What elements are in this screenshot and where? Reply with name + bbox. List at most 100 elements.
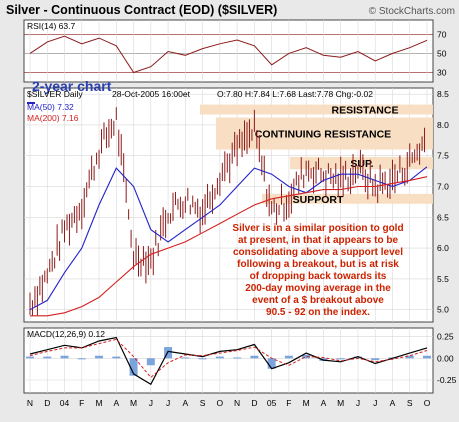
watermark: © StockCharts.com <box>369 6 455 17</box>
x-tick-label: M <box>95 398 102 408</box>
macd-histogram-bar <box>371 358 380 361</box>
price-tick-label: 7.5 <box>437 151 449 161</box>
macd-histogram-bar <box>60 355 69 359</box>
annotation-line: event of a $ breakout above <box>252 295 384 306</box>
macd-histogram-bar <box>405 355 414 359</box>
annotation-line: at present, in that it appears to be <box>238 235 398 246</box>
price-tick-label: 5.5 <box>437 274 449 284</box>
annotation-line: consolidating above a support level <box>233 247 403 258</box>
price-tick-label: 5.0 <box>437 305 449 315</box>
macd-histogram-bar <box>423 355 431 359</box>
macd-histogram-bar <box>112 356 121 359</box>
macd-histogram-bar <box>95 355 104 359</box>
macd-tick-label: 0.00 <box>437 353 454 363</box>
x-tick-label: D <box>44 398 50 408</box>
rsi-tick-label: 70 <box>437 29 447 39</box>
ma50-label: MA(50) 7.32 <box>27 102 74 112</box>
annotation-line: Silver is in a similar position to gold <box>232 223 403 234</box>
rsi-tick-label: 30 <box>437 67 447 77</box>
macd-histogram-bar <box>129 358 138 376</box>
macd-histogram-bar <box>26 356 34 359</box>
price-tick-label: 6.0 <box>437 243 449 253</box>
band-rect <box>290 156 433 170</box>
macd-histogram-bar <box>233 357 242 359</box>
band-label: CONTINUING RESISTANCE <box>255 129 391 141</box>
x-tick-label: A <box>390 398 396 408</box>
price-tick-label: 8.0 <box>437 120 449 130</box>
macd-histogram-bar <box>198 358 207 360</box>
x-tick-label: F <box>79 398 84 408</box>
price-bars <box>29 107 426 316</box>
x-tick-label: A <box>113 398 119 408</box>
x-tick-label: N <box>27 398 33 408</box>
price-tick-label: 8.5 <box>437 89 449 99</box>
period-label: 2-year chart <box>32 78 112 94</box>
rsi-line <box>29 35 428 74</box>
x-tick-label: J <box>356 398 360 408</box>
series-lines <box>29 166 428 317</box>
ma200-label: MA(200) 7.16 <box>27 113 79 123</box>
date-label: 28-Oct-2005 16:00et <box>112 89 191 99</box>
x-tick-label: 05 <box>267 398 277 408</box>
x-tick-label: O <box>424 398 431 408</box>
annotation-text: Silver is in a similar position to golda… <box>232 223 403 318</box>
band-label: RESISTANCE <box>332 105 399 117</box>
annotation-line: 200-day moving average in the <box>245 283 391 294</box>
macd-histogram-bar <box>284 355 293 359</box>
ma50-line <box>29 166 428 311</box>
macd-histogram-bar <box>215 356 224 359</box>
signal-line <box>29 338 428 379</box>
macd-label: MACD(12,26,9) 0.12 <box>27 329 105 339</box>
band-label: SUPPORT <box>293 194 344 206</box>
x-tick-label: A <box>183 398 189 408</box>
macd-histogram-bar <box>267 358 276 369</box>
x-tick-label: S <box>407 398 413 408</box>
x-tick-label: 04 <box>60 398 70 408</box>
macd-panel <box>23 327 434 394</box>
x-tick-label: J <box>373 398 377 408</box>
macd-histogram-bar <box>43 356 52 359</box>
x-axis-labels: N D 04 F M A M J J A S O N D 05 F M A M J J A S O <box>27 398 431 408</box>
macd-histogram-bar <box>353 356 362 359</box>
annotation-line: following a breakout, but is at risk <box>237 259 399 270</box>
rsi-grid <box>24 33 433 73</box>
macd-histogram-bar <box>77 358 86 360</box>
rsi-layer <box>29 35 428 74</box>
axis-ticks: 70 50 30 8.5 8.0 7.5 7.0 6.5 6.0 5.5 5.0 0.25 0.00 -0… <box>437 29 457 385</box>
macd-layer <box>26 336 431 386</box>
x-tick-label: J <box>166 398 170 408</box>
macd-histogram-bar <box>146 358 155 366</box>
x-tick-label: M <box>130 398 137 408</box>
ohlc-label: O:7.80 H:7.84 L:7.68 Last:7.78 Chg:-0.02 <box>217 89 373 99</box>
macd-tick-label: -0.25 <box>437 375 457 385</box>
macd-histogram-bar <box>181 357 190 359</box>
macd-grid <box>24 336 433 381</box>
annotation-line: of dropping back towards its <box>250 271 387 282</box>
ma50-legend-swatch <box>27 102 35 104</box>
ma200-line <box>30 176 428 317</box>
x-tick-label: O <box>217 398 224 408</box>
macd-histogram-bar <box>336 358 345 360</box>
x-tick-label: D <box>251 398 257 408</box>
x-tick-label: M <box>303 398 310 408</box>
x-tick-label: J <box>149 398 153 408</box>
band-rect <box>262 193 433 204</box>
band-rect <box>200 104 433 115</box>
x-tick-label: M <box>337 398 344 408</box>
macd-histogram-bar <box>302 354 311 359</box>
rsi-tick-label: 50 <box>437 48 447 58</box>
price-tick-label: 7.0 <box>437 182 449 192</box>
annotation-line: 90.5 - 92 on the index. <box>266 307 370 318</box>
x-tick-label: A <box>321 398 327 408</box>
symbol-label: $SILVER Daily <box>27 89 83 99</box>
macd-line <box>29 336 428 386</box>
rsi-panel <box>23 19 434 83</box>
x-tick-label: F <box>286 398 291 408</box>
band-label: SUP. <box>350 158 373 170</box>
x-tick-label: N <box>234 398 240 408</box>
chart-title: Silver - Continuous Contract (EOD) ($SIL… <box>6 3 277 17</box>
macd-tick-label: 0.25 <box>437 332 454 342</box>
price-tick-label: 6.5 <box>437 212 449 222</box>
